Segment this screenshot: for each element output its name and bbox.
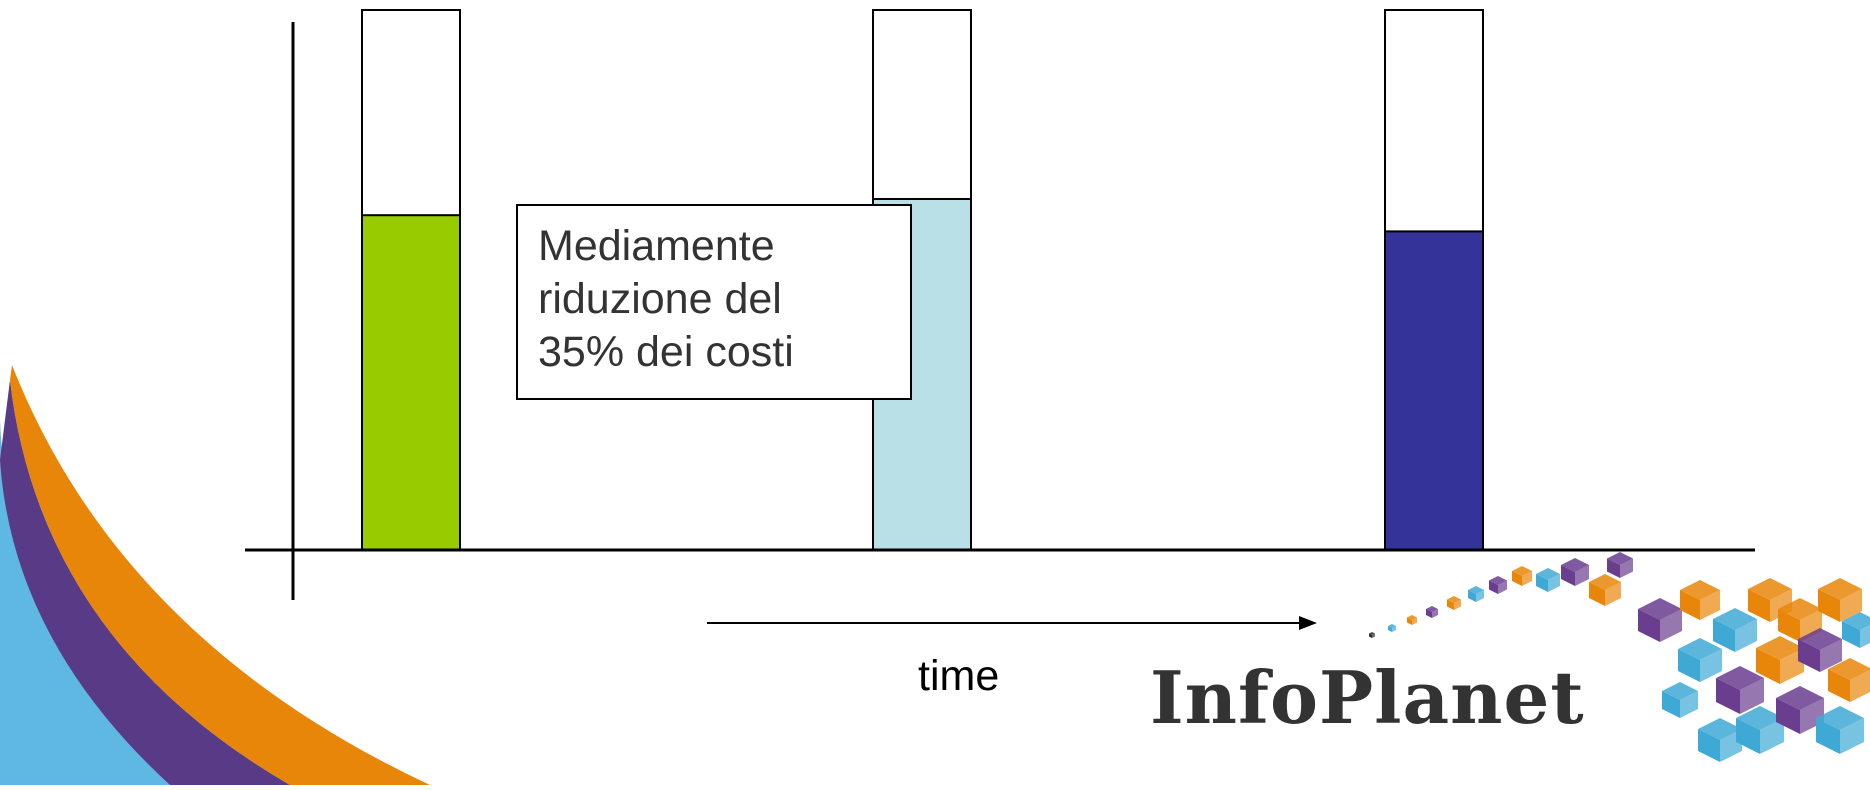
infoplanet-logo: InfoPlanet <box>1150 655 1585 740</box>
